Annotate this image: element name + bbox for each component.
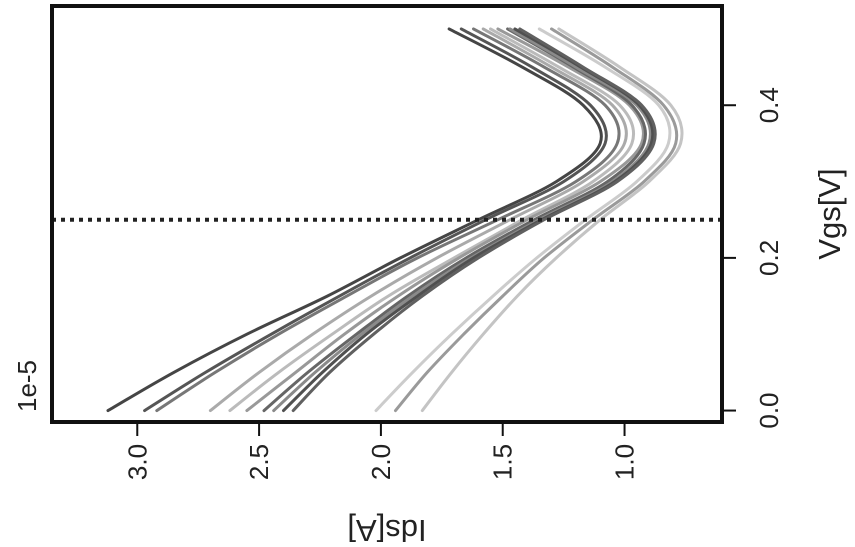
- x-tick-label-1: 0.0: [754, 392, 784, 428]
- y-multiplier-label: 1e-5: [12, 360, 42, 412]
- y-tick-label-2: 1.5: [488, 444, 518, 480]
- y-axis-label: Ids[A]: [347, 513, 426, 547]
- series-line-7: [262, 27, 647, 413]
- series-line-3: [155, 27, 621, 413]
- series-line-13: [420, 27, 684, 413]
- series-line-1: [106, 27, 603, 413]
- y-tick-label-3: 2.0: [366, 444, 396, 480]
- x-tick-label-2: 0.2: [754, 240, 784, 276]
- series-line-4: [208, 27, 628, 413]
- y-tick-label-4: 2.5: [244, 444, 274, 480]
- series-line-10: [291, 27, 657, 413]
- y-tick-label-1: 1.0: [610, 444, 640, 480]
- x-tick-label-3: 0.4: [754, 87, 784, 123]
- y-axis-ticks: 1.0 1.5 2.0 2.5 3.0: [122, 422, 640, 480]
- x-axis-label: Vgs[V]: [812, 168, 847, 259]
- y-tick-label-5: 3.0: [122, 444, 152, 480]
- x-axis-ticks: 0.0 0.2 0.4: [722, 87, 784, 429]
- plot-frame: [50, 4, 724, 424]
